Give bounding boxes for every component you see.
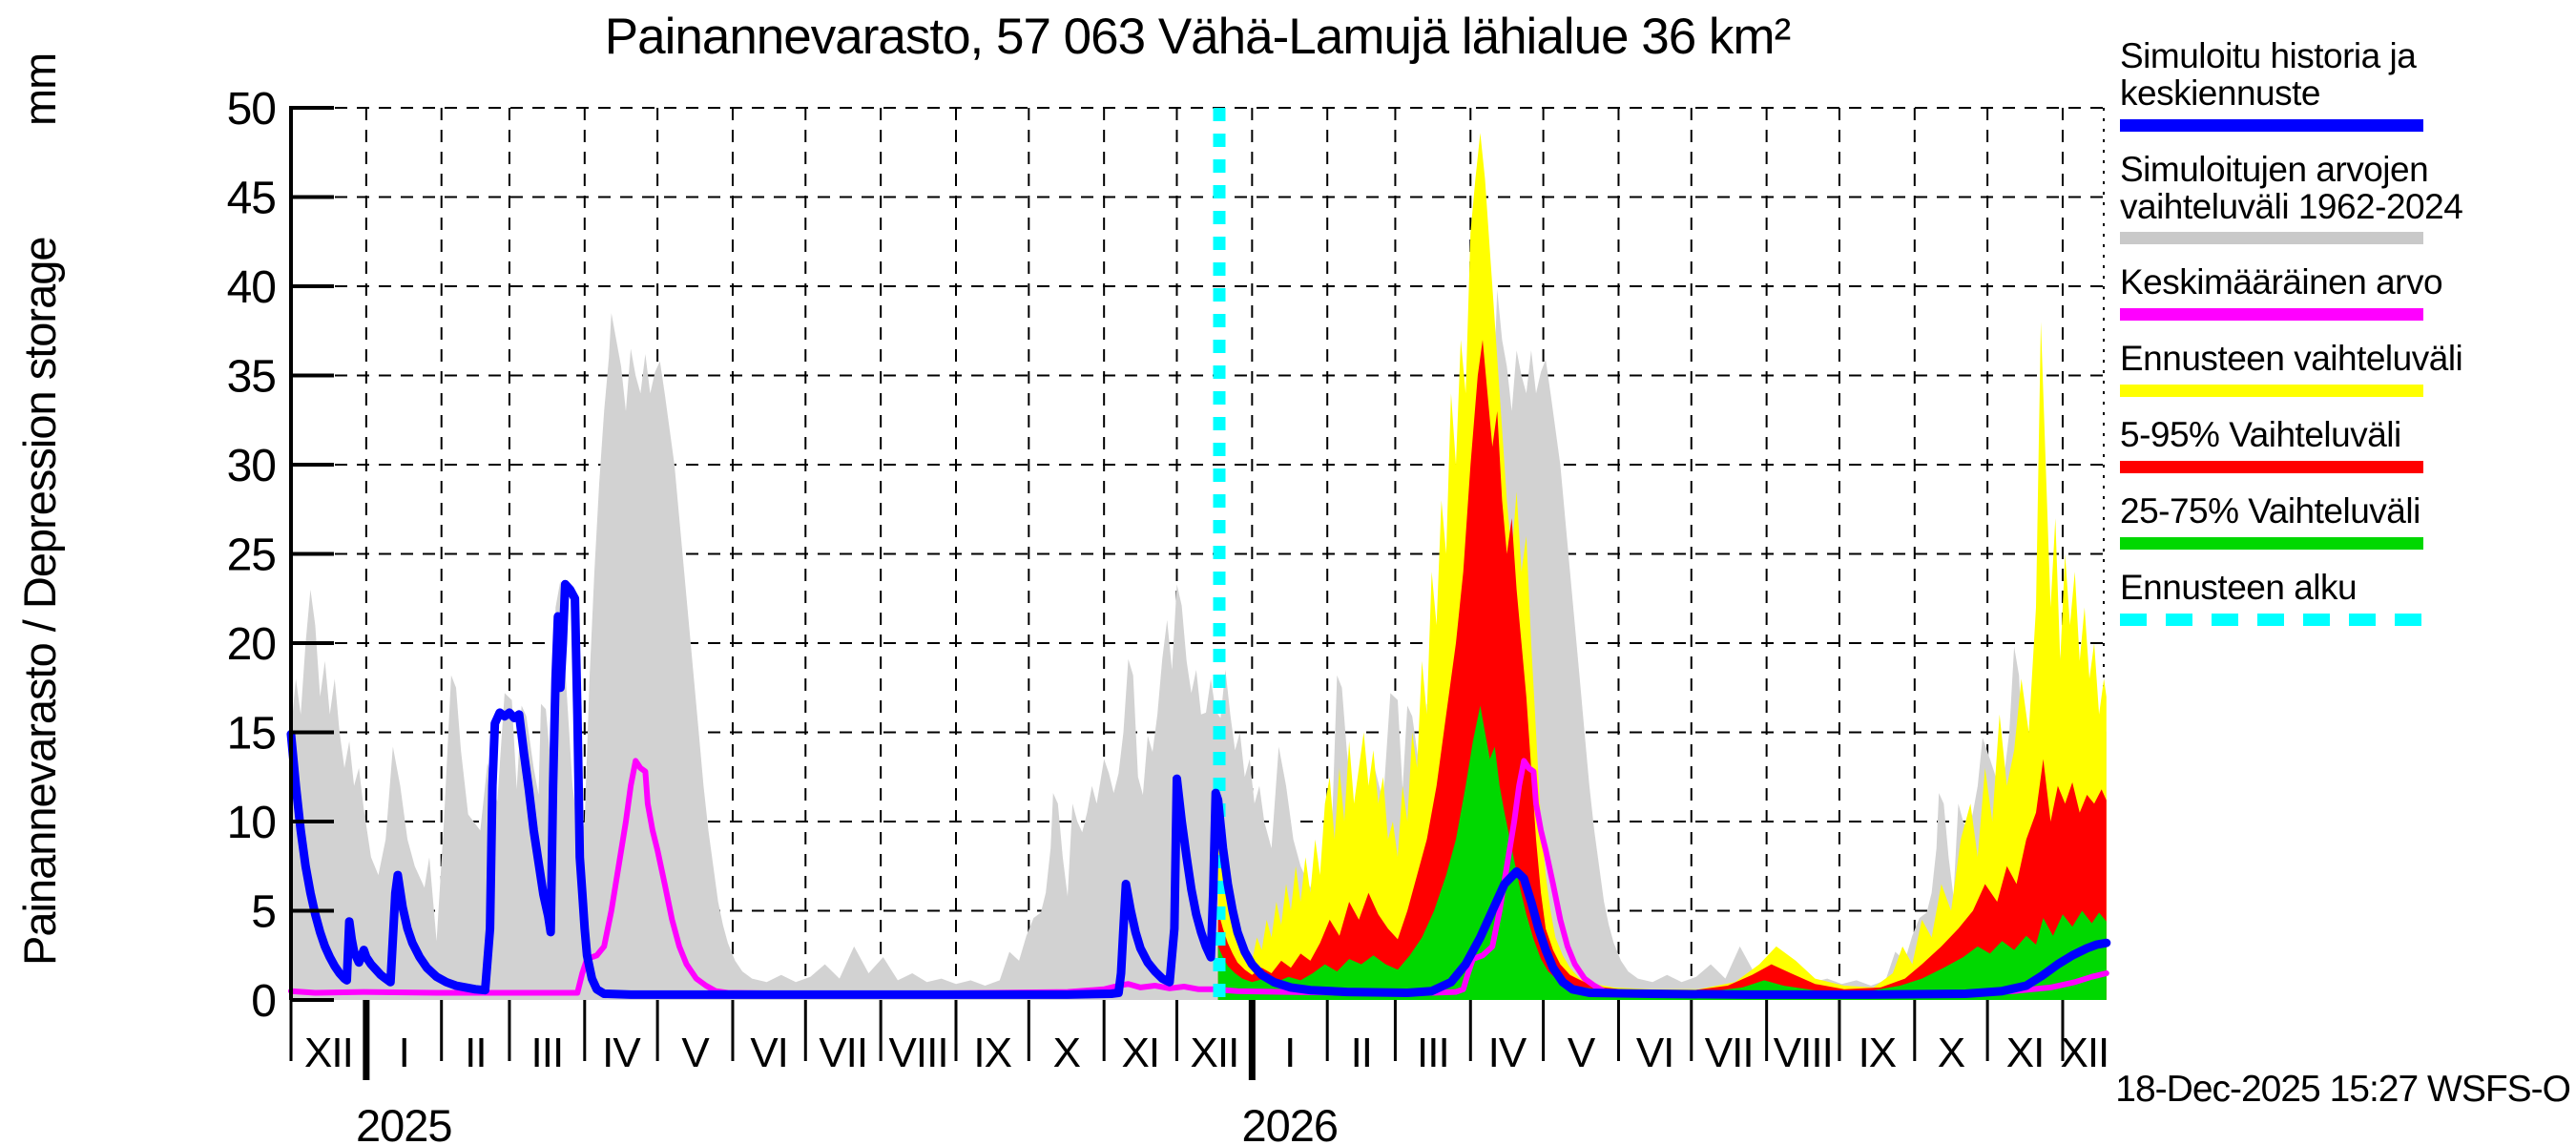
- x-month-label: VII: [819, 1030, 867, 1076]
- y-tick-label: 15: [227, 709, 276, 760]
- series-forecast-5-95-range: [1217, 340, 2107, 1001]
- series-forecast-full-range: [1217, 133, 2107, 1000]
- red-band-swatch: [2120, 460, 2423, 473]
- legend-label: 5-95% Vaihteluväli: [2120, 415, 2401, 455]
- legend-item-25-75-range: 25-75% Vaihteluväli: [2120, 490, 2568, 550]
- x-month-label: XII: [304, 1030, 353, 1076]
- y-tick-label: 30: [227, 441, 276, 491]
- x-month-label: II: [1351, 1030, 1372, 1076]
- green-band-swatch: [2120, 536, 2423, 550]
- y-tick-label: 45: [227, 174, 276, 224]
- magenta-line-swatch: [2120, 308, 2423, 322]
- y-tick-label: 10: [227, 798, 276, 848]
- x-year-label: 2026: [1241, 1100, 1338, 1145]
- x-month-label: X: [1053, 1030, 1081, 1076]
- x-month-label: I: [399, 1030, 409, 1076]
- x-month-label: XII: [2060, 1030, 2109, 1076]
- x-month-label: IV: [1488, 1030, 1527, 1076]
- legend-label: Keskimääräinen arvo: [2120, 262, 2443, 302]
- x-month-label: VII: [1705, 1030, 1754, 1076]
- x-month-label: III: [531, 1030, 564, 1076]
- y-tick-label: 40: [227, 262, 276, 313]
- legend-item-simulated-range: Simuloitujen arvojen vaihteluväli 1962-2…: [2120, 149, 2568, 245]
- yellow-band-swatch: [2120, 385, 2423, 398]
- x-month-label: IX: [1859, 1030, 1897, 1076]
- x-month-label: I: [1284, 1030, 1295, 1076]
- x-year-label: 2025: [356, 1100, 452, 1145]
- x-month-label: XI: [2006, 1030, 2045, 1076]
- gray-band-swatch: [2120, 232, 2423, 245]
- x-month-label: II: [465, 1030, 486, 1076]
- y-tick-label: 5: [251, 887, 276, 938]
- legend-item-5-95-range: 5-95% Vaihteluväli: [2120, 415, 2568, 473]
- y-tick-label: 0: [251, 976, 276, 1027]
- cyan-dashed-line-swatch: [2120, 613, 2423, 626]
- y-tick-label: 35: [227, 352, 276, 403]
- x-month-label: XI: [1122, 1030, 1160, 1076]
- legend-item-forecast-start: Ennusteen alku: [2120, 567, 2568, 626]
- y-tick-label: 20: [227, 619, 276, 670]
- x-month-label: V: [681, 1030, 710, 1076]
- legend-item-forecast-range: Ennusteen vaihteluväli: [2120, 339, 2568, 398]
- chart-title: Painannevarasto, 57 063 Vähä-Lamujä lähi…: [604, 9, 1791, 65]
- series-mean-value: [288, 758, 2109, 997]
- x-month-label: VI: [1636, 1030, 1674, 1076]
- series-simulated-history-and-median-forecast: [286, 579, 2111, 999]
- x-month-label: V: [1568, 1030, 1596, 1076]
- x-month-label: IX: [973, 1030, 1011, 1076]
- timestamp: 18-Dec-2025 15:27 WSFS-O: [2115, 1069, 2571, 1110]
- legend-label: Simuloitu historia ja keskiennuste: [2120, 36, 2417, 113]
- legend-item-simulated-history: Simuloitu historia ja keskiennuste: [2120, 36, 2568, 132]
- x-month-label: X: [1938, 1030, 1965, 1076]
- blue-line-swatch: [2120, 118, 2423, 132]
- legend-label: Ennusteen vaihteluväli: [2120, 339, 2463, 379]
- x-month-label: III: [1417, 1030, 1449, 1076]
- x-month-label: VIII: [889, 1030, 948, 1076]
- legend-label: 25-75% Vaihteluväli: [2120, 490, 2420, 531]
- x-month-label: XII: [1191, 1030, 1239, 1076]
- legend: Simuloitu historia ja keskiennuste Simul…: [2120, 36, 2568, 646]
- legend-label: Ennusteen alku: [2120, 567, 2358, 607]
- x-month-label: VI: [750, 1030, 788, 1076]
- legend-item-mean-value: Keskimääräinen arvo: [2120, 262, 2568, 322]
- y-tick-label: 25: [227, 531, 276, 581]
- y-tick-label: 50: [227, 84, 276, 135]
- x-month-label: VIII: [1774, 1030, 1833, 1076]
- x-month-label: IV: [602, 1030, 641, 1076]
- series-forecast-25-75-range: [1217, 705, 2107, 1000]
- legend-label: Simuloitujen arvojen vaihteluväli 1962-2…: [2120, 149, 2463, 226]
